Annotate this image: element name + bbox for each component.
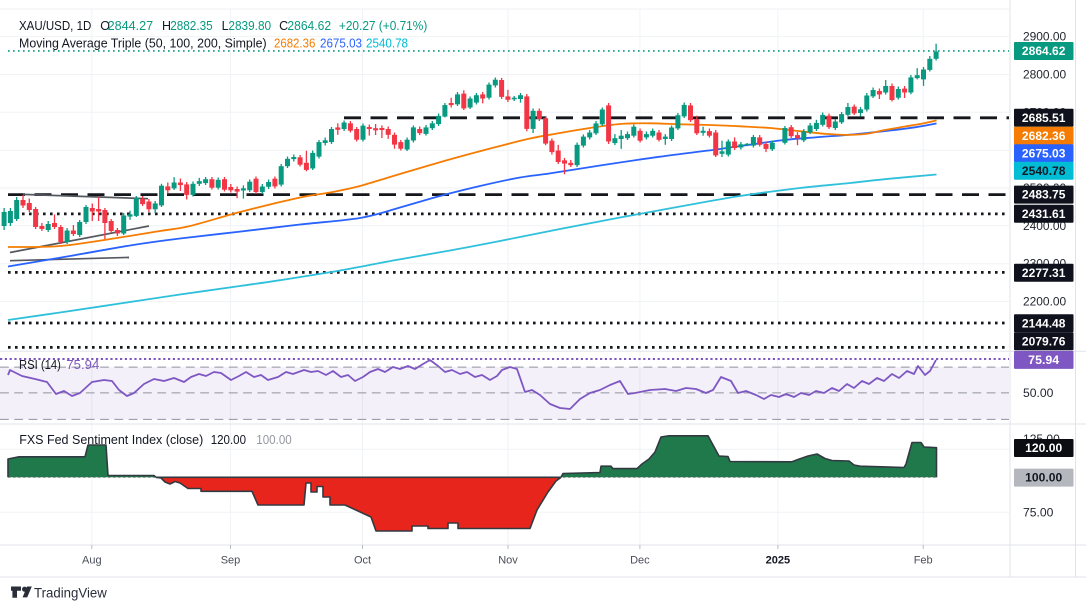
svg-text:2675.03: 2675.03 xyxy=(320,37,362,51)
svg-text:2144.48: 2144.48 xyxy=(1022,318,1066,330)
svg-text:120.00: 120.00 xyxy=(1025,443,1062,455)
svg-text:2540.78: 2540.78 xyxy=(1022,166,1066,178)
svg-text:50.00: 50.00 xyxy=(1023,388,1053,400)
svg-text:2864.62: 2864.62 xyxy=(1022,46,1066,58)
svg-text:2800.00: 2800.00 xyxy=(1023,70,1066,82)
svg-text:2682.36: 2682.36 xyxy=(1022,131,1066,143)
svg-text:2864.62: 2864.62 xyxy=(287,19,331,33)
svg-text:2682.36: 2682.36 xyxy=(274,37,315,51)
svg-text:XAU/USD, 1D: XAU/USD, 1D xyxy=(19,19,91,33)
svg-text:Moving Average Triple (50, 100: Moving Average Triple (50, 100, 200, Sim… xyxy=(19,37,267,51)
svg-text:2900.00: 2900.00 xyxy=(1023,32,1066,44)
svg-text:75.94: 75.94 xyxy=(66,358,99,372)
svg-text:2431.61: 2431.61 xyxy=(1022,209,1066,221)
svg-text:C: C xyxy=(279,19,288,33)
svg-text:75.94: 75.94 xyxy=(1028,355,1060,367)
svg-text:2277.31: 2277.31 xyxy=(1022,268,1066,280)
svg-text:2844.27: 2844.27 xyxy=(108,19,154,33)
svg-text:TradingView: TradingView xyxy=(34,585,108,601)
svg-text:FXS Fed Sentiment Index (close: FXS Fed Sentiment Index (close) xyxy=(19,433,203,447)
svg-text:L: L xyxy=(222,19,229,33)
svg-text:Oct: Oct xyxy=(354,555,371,567)
svg-text:RSI (14): RSI (14) xyxy=(19,358,61,372)
svg-text:Feb: Feb xyxy=(914,555,933,567)
svg-text:2839.80: 2839.80 xyxy=(228,19,271,33)
svg-text:2200.00: 2200.00 xyxy=(1023,297,1066,309)
svg-text:2882.35: 2882.35 xyxy=(170,19,213,33)
svg-text:2685.51: 2685.51 xyxy=(1022,113,1066,125)
svg-text:O: O xyxy=(100,19,110,33)
svg-text:2540.78: 2540.78 xyxy=(366,37,408,51)
svg-text:120.00: 120.00 xyxy=(211,433,246,447)
svg-text:Aug: Aug xyxy=(82,555,102,567)
svg-text:Dec: Dec xyxy=(630,555,650,567)
svg-text:2079.76: 2079.76 xyxy=(1022,336,1066,348)
svg-text:H: H xyxy=(162,19,171,33)
svg-text:+20.27 (+0.71%): +20.27 (+0.71%) xyxy=(339,19,427,33)
svg-text:2400.00: 2400.00 xyxy=(1023,221,1066,233)
svg-text:2675.03: 2675.03 xyxy=(1022,148,1066,160)
svg-text:100.00: 100.00 xyxy=(1025,473,1062,485)
svg-text:75.00: 75.00 xyxy=(1023,507,1053,519)
svg-text:2025: 2025 xyxy=(766,555,790,567)
svg-text:Nov: Nov xyxy=(498,555,518,567)
svg-text:Sep: Sep xyxy=(221,555,241,567)
svg-text:2483.75: 2483.75 xyxy=(1022,190,1066,202)
svg-text:100.00: 100.00 xyxy=(256,433,291,447)
